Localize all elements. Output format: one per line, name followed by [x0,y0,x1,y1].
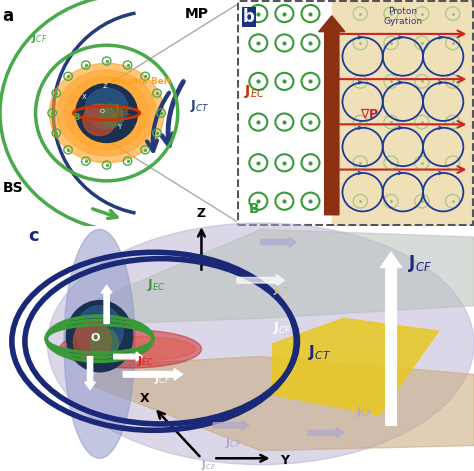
Ellipse shape [59,330,201,368]
Text: c: c [28,227,39,245]
Text: J$_{CF}$: J$_{CF}$ [273,320,291,336]
Text: Y: Y [280,455,289,467]
Circle shape [73,321,111,362]
Text: J$_{CF}$: J$_{CF}$ [201,458,217,471]
FancyArrow shape [319,16,345,215]
Text: J$_{EC}$: J$_{EC}$ [137,354,155,368]
Text: Proton
Gyration: Proton Gyration [383,7,422,26]
Text: B: B [249,202,259,216]
Ellipse shape [49,63,164,163]
Text: Plasma Belt: Plasma Belt [111,77,172,86]
Text: $\nabla$P: $\nabla$P [360,107,379,121]
FancyArrow shape [114,352,142,361]
FancyArrow shape [308,428,344,438]
FancyArrow shape [123,369,182,380]
Polygon shape [83,357,474,451]
Ellipse shape [65,336,196,362]
Text: O: O [90,333,100,343]
FancyArrow shape [85,357,95,390]
Text: J$_{CF}$: J$_{CF}$ [31,31,48,45]
Text: B: B [73,113,80,122]
Text: J$_{CF}$: J$_{CF}$ [408,252,432,274]
Circle shape [83,104,116,136]
Circle shape [100,104,123,127]
Text: J$_{EC}$: J$_{EC}$ [147,277,166,293]
Text: X: X [140,392,149,406]
Circle shape [90,329,118,359]
Text: J$_{EC}$: J$_{EC}$ [244,83,265,100]
Text: b: b [243,8,255,26]
Text: J$_{CF}$: J$_{CF}$ [273,283,290,297]
Circle shape [76,306,123,357]
Polygon shape [273,318,438,415]
Text: X: X [82,95,87,100]
Text: Z: Z [197,207,206,220]
Text: J$_{EC}$: J$_{EC}$ [114,102,133,118]
Text: a: a [2,7,13,25]
Text: J$_{CF}$: J$_{CF}$ [356,405,373,419]
Circle shape [66,300,133,372]
Polygon shape [83,229,474,324]
FancyArrow shape [237,275,284,286]
Text: J$_{CT}$: J$_{CT}$ [190,97,209,114]
Text: BS: BS [2,181,23,195]
FancyArrow shape [213,420,249,430]
Ellipse shape [47,223,474,464]
Text: Y: Y [118,124,121,130]
Text: O: O [100,109,105,114]
Text: Z: Z [103,83,108,89]
Ellipse shape [65,77,148,149]
Text: MP: MP [185,7,209,21]
FancyArrow shape [101,285,112,324]
Text: J$_{CT}$: J$_{CT}$ [308,342,331,362]
Circle shape [85,88,128,129]
Text: b: b [243,8,255,26]
FancyArrow shape [261,237,296,247]
Ellipse shape [64,229,135,458]
Ellipse shape [57,70,156,156]
FancyArrow shape [380,252,402,425]
Circle shape [76,84,137,142]
Text: J$_{CF}$: J$_{CF}$ [154,372,171,386]
Bar [332,0,474,226]
Text: J$_{CF}$: J$_{CF}$ [225,436,242,449]
